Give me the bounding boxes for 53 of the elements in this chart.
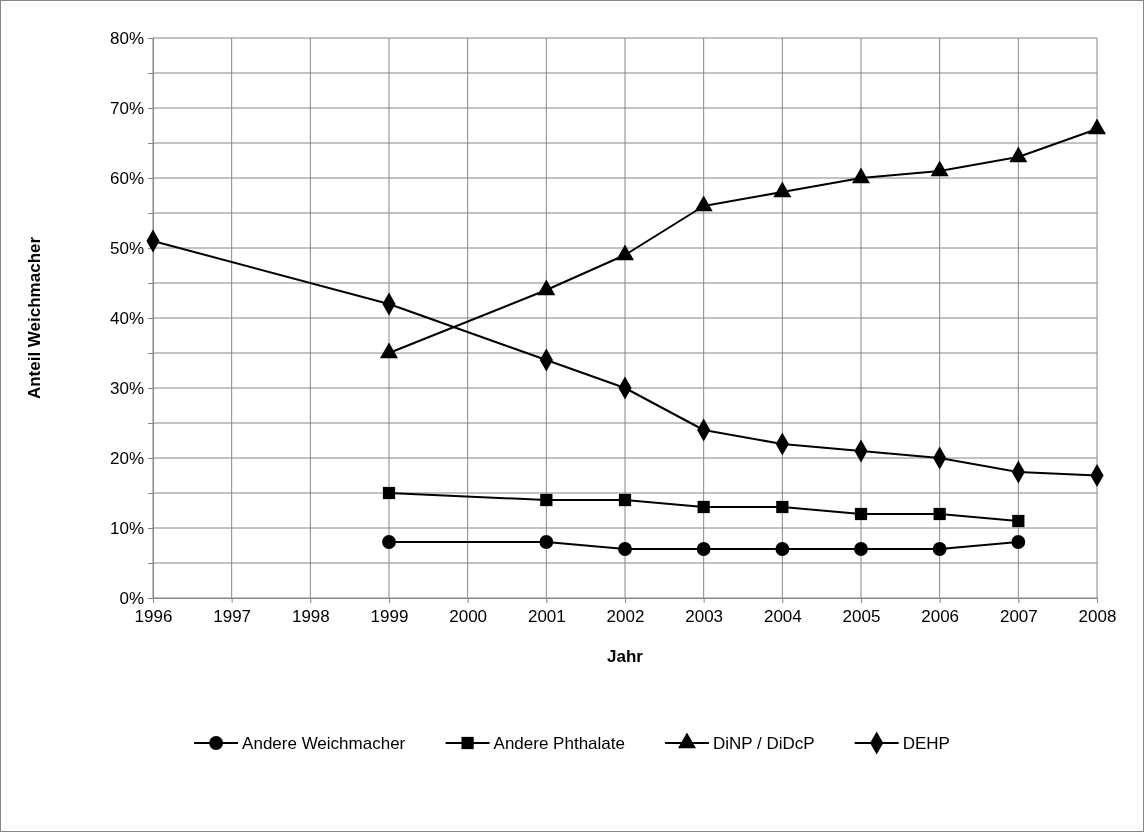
y-tick-label: 40% xyxy=(109,308,144,328)
y-tick-label: 20% xyxy=(109,448,144,468)
x-tick-label: 1996 xyxy=(134,607,173,627)
x-tick-label: 2008 xyxy=(1078,607,1117,627)
x-tick-label: 2002 xyxy=(606,607,645,627)
point xyxy=(694,195,713,212)
point xyxy=(854,542,868,556)
y-axis-title: Anteil Weichmacher xyxy=(25,236,44,400)
legend-label: Andere Phthalate xyxy=(493,734,625,753)
x-tick-label: 2004 xyxy=(763,607,802,627)
point xyxy=(537,279,556,296)
y-tick-label: 30% xyxy=(109,378,144,398)
y-tick-label: 70% xyxy=(109,98,144,118)
y-tick-label: 50% xyxy=(109,238,144,258)
point xyxy=(382,535,396,549)
legend-label: DEHP xyxy=(902,734,950,753)
legend-label: Andere Weichmacher xyxy=(242,734,406,753)
y-tick-label: 0% xyxy=(119,588,144,608)
x-tick-label: 1998 xyxy=(291,607,330,627)
point xyxy=(696,542,711,556)
point xyxy=(932,542,947,556)
legend-label: DiNP / DiDcP xyxy=(712,734,815,753)
x-tick-label: 1997 xyxy=(213,607,252,627)
x-tick-label: 2005 xyxy=(842,607,881,627)
point xyxy=(1009,146,1028,163)
point xyxy=(1088,118,1106,135)
point xyxy=(697,500,710,514)
x-tick-label: 2001 xyxy=(527,607,566,627)
point xyxy=(930,160,949,177)
point xyxy=(618,542,632,556)
point xyxy=(380,342,398,359)
point xyxy=(852,167,870,184)
y-tick-label: 60% xyxy=(109,168,144,188)
point xyxy=(775,542,790,556)
point xyxy=(1011,535,1026,549)
point xyxy=(539,535,554,549)
y-tick-label: 80% xyxy=(109,28,144,48)
x-tick-label: 2007 xyxy=(999,607,1038,627)
point xyxy=(540,493,553,507)
x-axis-title: Jahr xyxy=(607,647,644,666)
point xyxy=(1012,514,1025,528)
point xyxy=(616,244,634,261)
y-tick-label: 10% xyxy=(109,518,144,538)
point xyxy=(776,500,789,514)
point xyxy=(854,507,868,521)
x-tick-label: 1999 xyxy=(370,607,409,627)
point xyxy=(773,181,792,198)
point xyxy=(933,507,946,521)
x-tick-label: 2003 xyxy=(685,607,724,627)
x-tick-label: 2006 xyxy=(921,607,960,627)
point xyxy=(618,493,632,507)
point xyxy=(382,486,396,500)
x-tick-label: 2000 xyxy=(449,607,488,627)
